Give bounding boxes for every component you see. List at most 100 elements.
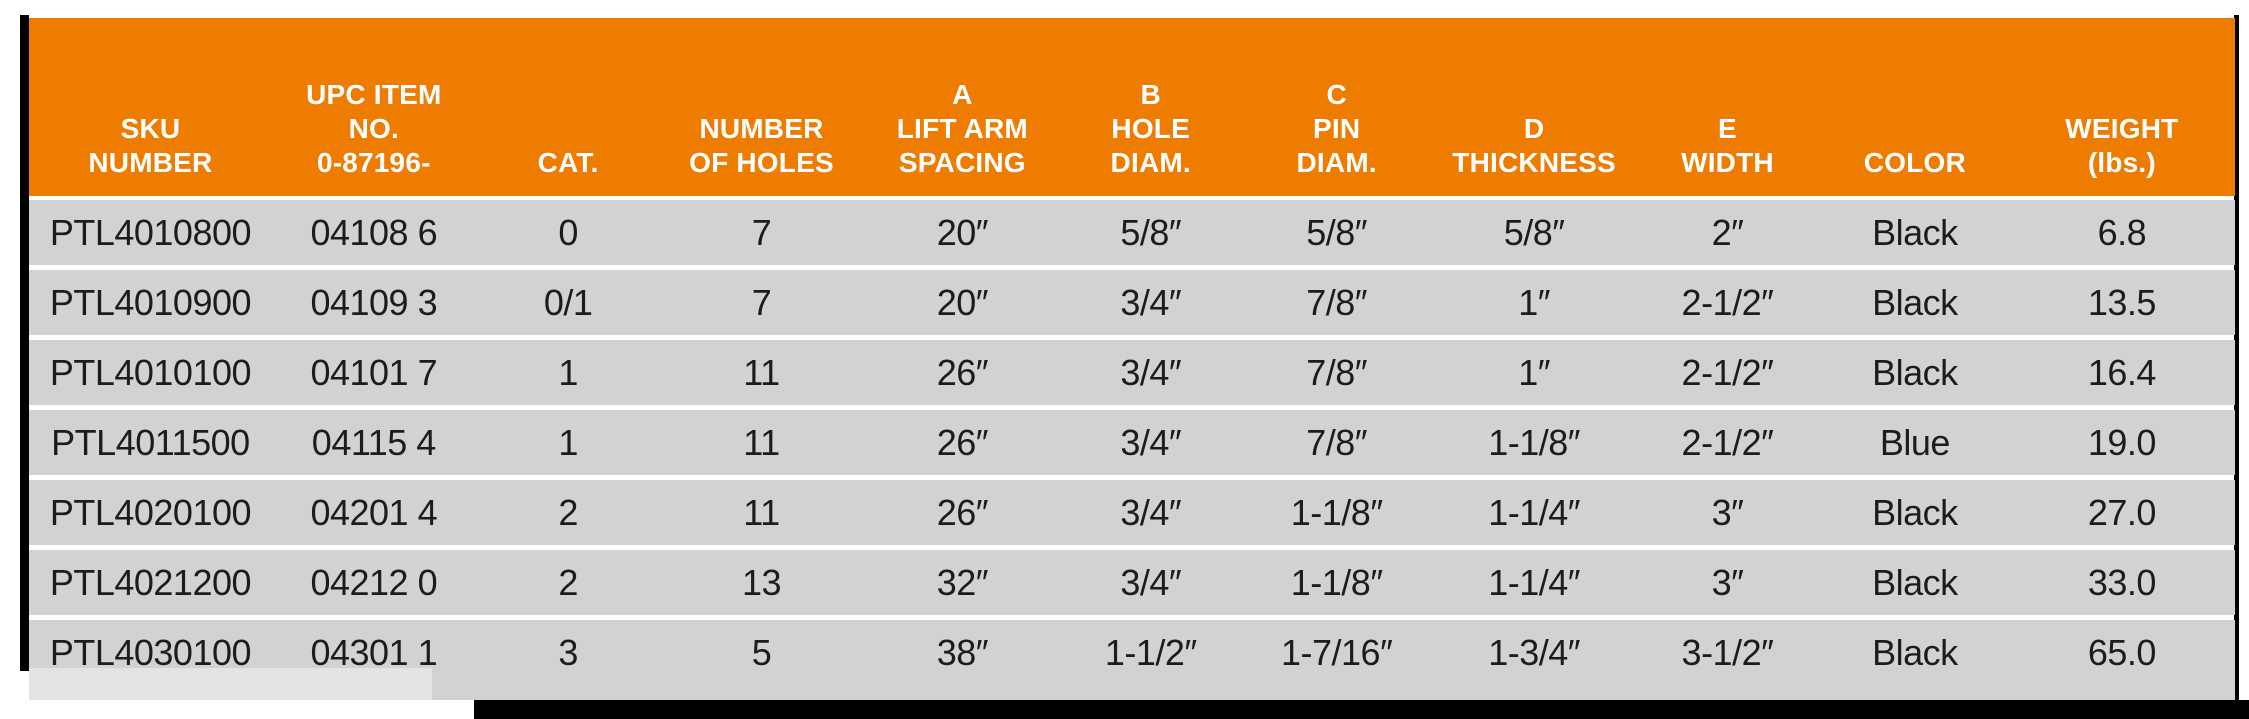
table-cell-a-lift-arm-spacing: 20″: [936, 281, 989, 323]
table-cell-d-thickness: 1-3/4″: [1488, 632, 1580, 673]
table-cell-holes: 11: [743, 491, 780, 533]
table-cell-e-width: 2-1/2″: [1681, 421, 1774, 463]
table-cell-a-lift-arm-spacing: 26″: [936, 421, 989, 463]
table-cell-weight: 27.0: [2087, 491, 2157, 533]
table-cell-upc: 04301 1: [310, 632, 438, 673]
table-cell-cat: 2: [558, 561, 578, 603]
table-cell-cat: 0: [558, 211, 578, 253]
table-cell-e-width: 2-1/2″: [1681, 281, 1774, 323]
table-cell-e-width: 2″: [1711, 211, 1744, 253]
column-header-e-width: E WIDTH: [1681, 113, 1774, 178]
column-header-c-pin-diam: C PIN DIAM.: [1296, 79, 1377, 178]
table-cell-b-hole-diam: 3/4″: [1120, 351, 1182, 393]
table-cell-a-lift-arm-spacing: 20″: [936, 211, 989, 253]
column-header-b-hole-diam: B HOLE DIAM.: [1110, 79, 1191, 178]
table-row: PTL4021200 04212 0 2 13 32″ 3/4″ 1-1/8″ 1-1/4″ 3…: [29, 550, 2235, 615]
table-cell-b-hole-diam: 1-1/2″: [1104, 632, 1197, 673]
table-cell-holes: 7: [751, 281, 772, 323]
table-row: PTL4010900 04109 3 0/1 7 20″ 3/4″ 7/8″ 1″ 2-1/2″…: [29, 270, 2235, 335]
table-cell-b-hole-diam: 3/4″: [1120, 421, 1182, 463]
bottom-left-corner-highlight: [29, 668, 432, 700]
table-row: PTL4011500 04115 4 1 11 26″ 3/4″ 7/8″ 1-1/8″ 2-1…: [29, 410, 2235, 475]
table-cell-sku: PTL4021200: [49, 561, 252, 603]
column-header-a-lift-arm-spacing: A LIFT ARM SPACING: [896, 79, 1028, 178]
table-cell-e-width: 3″: [1711, 561, 1744, 603]
table-cell-b-hole-diam: 5/8″: [1120, 211, 1182, 253]
table-cell-c-pin-diam: 7/8″: [1306, 281, 1368, 323]
table-cell-weight: 6.8: [2097, 211, 2147, 253]
bottom-accent-bar: [474, 700, 2249, 719]
table-cell-d-thickness: 1″: [1518, 351, 1550, 393]
table-cell-c-pin-diam: 1-1/8″: [1290, 561, 1383, 603]
table-cell-d-thickness: 1″: [1518, 281, 1550, 323]
table-cell-color: Black: [1872, 561, 1958, 603]
table-cell-holes: 5: [751, 632, 772, 673]
table-cell-cat: 2: [558, 491, 578, 533]
table-cell-color: Black: [1872, 281, 1958, 323]
table-cell-upc: 04108 6: [310, 211, 438, 253]
table-cell-upc: 04201 4: [310, 491, 438, 533]
table-cell-b-hole-diam: 3/4″: [1120, 491, 1182, 533]
table-cell-a-lift-arm-spacing: 38″: [936, 632, 989, 673]
table-cell-cat: 3: [558, 632, 578, 673]
table-header-row: SKU NUMBER UPC ITEM NO. 0-87196- CAT. NUMBE…: [29, 18, 2235, 196]
product-spec-table: SKU NUMBER UPC ITEM NO. 0-87196- CAT. NUMBE…: [29, 18, 2235, 700]
column-header-holes: NUMBER OF HOLES: [689, 113, 834, 178]
table-cell-c-pin-diam: 7/8″: [1306, 351, 1368, 393]
table-cell-color: Blue: [1879, 421, 1951, 463]
table-cell-sku: PTL4011500: [51, 421, 250, 463]
table-body: PTL4010800 04108 6 0 7 20″ 5/8″ 5/8″ 5/8″ 2″ Blac…: [29, 200, 2235, 700]
table-cell-e-width: 3″: [1711, 491, 1744, 533]
table-cell-c-pin-diam: 1-1/8″: [1290, 491, 1383, 533]
table-row: PTL4010100 04101 7 1 11 26″ 3/4″ 7/8″ 1″ 2-1/2″ B…: [29, 340, 2235, 405]
table-row: PTL4030100 04301 1 3 5 38″ 1-1/2″ 1-7/16″ 1-3/4…: [29, 620, 2235, 700]
table-cell-color: Black: [1872, 491, 1958, 533]
table-cell-d-thickness: 1-1/8″: [1488, 421, 1580, 463]
table-cell-color: Black: [1872, 351, 1958, 393]
table-cell-sku: PTL4010900: [49, 281, 252, 323]
table-cell-weight: 16.4: [2087, 351, 2157, 393]
table-cell-weight: 33.0: [2087, 561, 2157, 603]
table-cell-holes: 11: [743, 421, 780, 463]
column-header-color: COLOR: [1863, 147, 1966, 178]
column-header-upc: UPC ITEM NO. 0-87196-: [306, 79, 442, 178]
table-cell-cat: 0/1: [543, 281, 593, 323]
table-cell-c-pin-diam: 1-7/16″: [1281, 632, 1393, 673]
table-cell-weight: 19.0: [2087, 421, 2157, 463]
table-cell-color: Black: [1872, 632, 1958, 673]
table-cell-upc: 04101 7: [310, 351, 438, 393]
column-header-weight: WEIGHT (lbs.): [2065, 113, 2179, 178]
table-cell-weight: 13.5: [2087, 281, 2157, 323]
table-cell-upc: 04115 4: [311, 421, 436, 463]
table-cell-upc: 04109 3: [310, 281, 438, 323]
table-cell-b-hole-diam: 3/4″: [1120, 561, 1182, 603]
table-cell-a-lift-arm-spacing: 26″: [936, 351, 989, 393]
left-accent-bar: [20, 15, 29, 671]
table-cell-color: Black: [1872, 211, 1958, 253]
right-accent-bar: [2234, 15, 2239, 719]
table-cell-holes: 11: [743, 351, 780, 393]
table-row: PTL4020100 04201 4 2 11 26″ 3/4″ 1-1/8″ 1-1/4″ 3…: [29, 480, 2235, 545]
table-cell-c-pin-diam: 5/8″: [1306, 211, 1368, 253]
table-cell-weight: 65.0: [2087, 632, 2157, 673]
table-cell-sku: PTL4010800: [49, 211, 252, 253]
table-cell-holes: 7: [751, 211, 772, 253]
column-header-d-thickness: D THICKNESS: [1452, 113, 1616, 178]
table-cell-d-thickness: 5/8″: [1503, 211, 1565, 253]
table-cell-sku: PTL4010100: [49, 351, 252, 393]
table-cell-upc: 04212 0: [310, 561, 438, 603]
table-cell-c-pin-diam: 7/8″: [1306, 421, 1368, 463]
table-cell-b-hole-diam: 3/4″: [1120, 281, 1182, 323]
table-cell-e-width: 2-1/2″: [1681, 351, 1774, 393]
table-cell-sku: PTL4030100: [49, 632, 252, 673]
table-cell-sku: PTL4020100: [49, 491, 252, 533]
column-header-cat: CAT.: [537, 147, 599, 178]
table-cell-cat: 1: [558, 351, 578, 393]
table-cell-a-lift-arm-spacing: 32″: [936, 561, 989, 603]
column-header-sku: SKU NUMBER: [88, 113, 213, 178]
table-cell-d-thickness: 1-1/4″: [1488, 561, 1580, 603]
table-cell-e-width: 3-1/2″: [1681, 632, 1774, 673]
table-cell-d-thickness: 1-1/4″: [1488, 491, 1580, 533]
table-cell-holes: 13: [741, 561, 782, 603]
